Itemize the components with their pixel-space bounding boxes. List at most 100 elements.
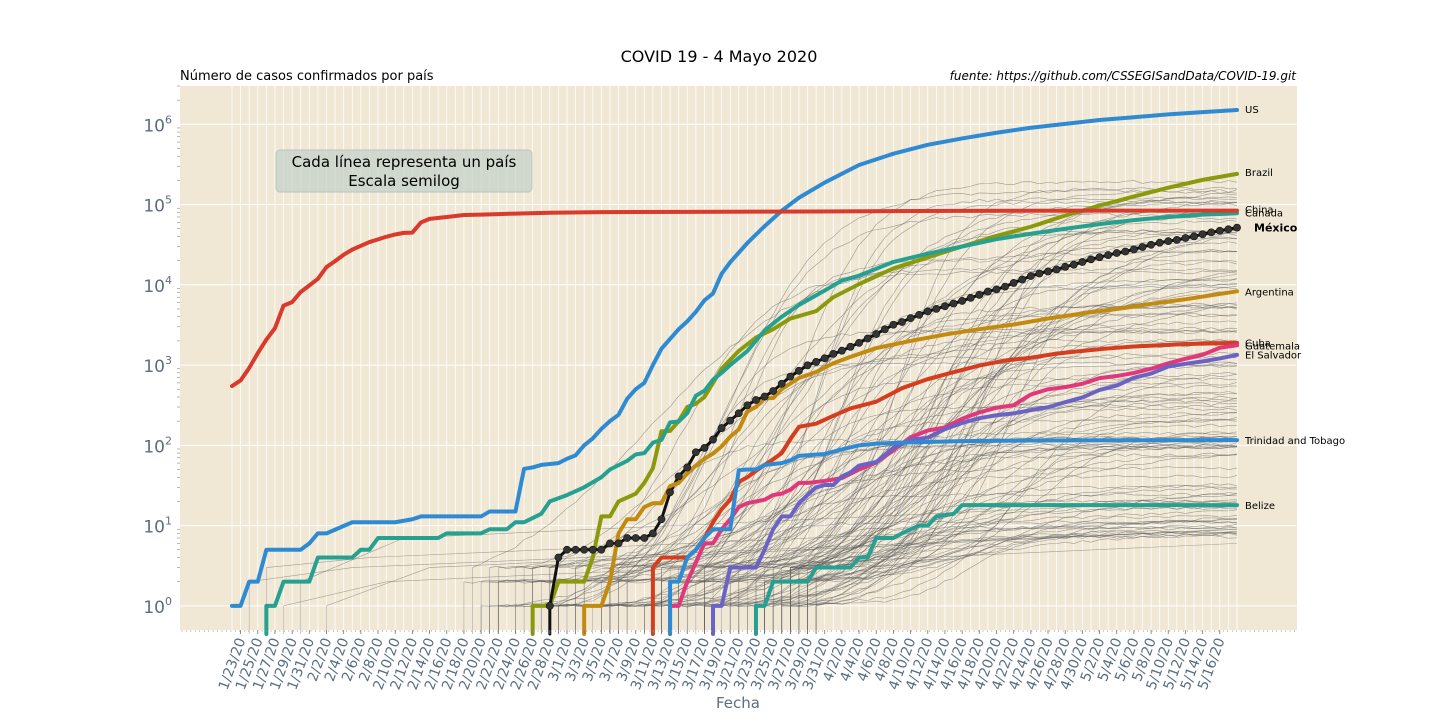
background-country-line xyxy=(704,233,1238,634)
series-line-méxico xyxy=(548,226,1239,636)
background-country-line xyxy=(300,499,1238,634)
x-axis: 1/23/201/25/201/27/201/29/201/31/202/2/2… xyxy=(181,630,1295,692)
mexico-marker xyxy=(803,361,812,370)
mexico-marker xyxy=(975,290,984,299)
mexico-marker xyxy=(915,310,924,319)
background-country-line xyxy=(326,528,1238,634)
mexico-marker xyxy=(734,409,743,418)
background-country-line xyxy=(815,483,1238,634)
series-label: Guatemala xyxy=(1245,342,1300,353)
background-country-line xyxy=(781,248,1238,634)
series-label: Argentina xyxy=(1245,287,1294,298)
y-tick-label: 103 xyxy=(143,354,172,377)
y-tick-label: 101 xyxy=(143,515,172,538)
background-country-line xyxy=(480,312,1238,634)
series-label: US xyxy=(1245,105,1259,116)
mexico-marker xyxy=(623,534,632,542)
x-axis-label: Fecha xyxy=(716,694,760,712)
mexico-marker xyxy=(966,293,975,302)
background-country-line xyxy=(738,196,1238,634)
background-country-line xyxy=(497,362,1238,634)
mexico-marker xyxy=(872,330,881,338)
mexico-marker xyxy=(588,545,597,554)
series-line-china xyxy=(230,208,1239,389)
mexico-marker xyxy=(752,396,760,404)
mexico-marker xyxy=(1207,228,1216,237)
mexico-marker xyxy=(820,354,829,363)
mexico-marker xyxy=(1215,226,1224,235)
background-country-line xyxy=(669,236,1238,634)
mexico-marker xyxy=(932,304,941,313)
series-label: Belize xyxy=(1245,501,1275,512)
mexico-marker xyxy=(1155,238,1164,247)
mexico-marker xyxy=(1138,243,1147,251)
series-line-canada xyxy=(264,211,1239,636)
mexico-marker xyxy=(606,539,614,548)
series-line-belize xyxy=(753,503,1239,636)
background-country-line xyxy=(497,466,1238,634)
background-country-line xyxy=(704,454,1238,634)
mexico-marker xyxy=(1104,251,1113,259)
mexico-marker xyxy=(829,349,838,358)
series-line-argentina xyxy=(582,289,1239,636)
background-country-line xyxy=(652,385,1238,634)
background-country-line xyxy=(661,313,1238,634)
background-country-line xyxy=(790,373,1238,634)
background-country-line xyxy=(712,250,1238,634)
background-country-line xyxy=(644,320,1238,634)
background-country-line xyxy=(532,442,1238,634)
mexico-marker xyxy=(1190,232,1198,241)
background-country-line xyxy=(678,338,1238,634)
background-country-line xyxy=(248,528,1238,634)
mexico-marker xyxy=(1061,262,1070,271)
mexico-marker xyxy=(1172,235,1181,244)
mexico-marker xyxy=(837,346,846,355)
series-line-el-salvador xyxy=(711,352,1239,636)
background-country-line xyxy=(644,228,1238,634)
mexico-marker xyxy=(846,342,855,351)
annotation-box: Cada línea representa un país Escala sem… xyxy=(275,149,533,193)
mexico-markers xyxy=(545,223,1241,610)
mexico-marker xyxy=(563,545,571,554)
background-country-line xyxy=(798,509,1238,634)
mexico-marker xyxy=(1130,245,1138,254)
background-country-line xyxy=(652,326,1238,634)
mexico-marker xyxy=(1078,258,1087,266)
mexico-marker xyxy=(571,545,580,554)
series-line-trinidad-and-tobago xyxy=(668,438,1239,636)
mexico-marker xyxy=(1009,279,1018,287)
mexico-marker xyxy=(1035,269,1044,278)
mexico-marker xyxy=(880,325,889,334)
series-label: Cuba xyxy=(1245,339,1271,350)
mexico-marker xyxy=(631,534,640,542)
background-country-line xyxy=(755,412,1238,634)
background-country-line xyxy=(523,201,1238,634)
mexico-marker xyxy=(700,443,709,452)
mexico-marker xyxy=(640,534,649,542)
series-label: Canada xyxy=(1245,208,1283,219)
mexico-marker xyxy=(674,472,683,481)
background-country-line xyxy=(738,486,1238,634)
mexico-marker xyxy=(1095,253,1104,262)
y-tick-label: 105 xyxy=(143,194,172,217)
series-label: Trinidad and Tobago xyxy=(1244,436,1345,447)
background-country-line xyxy=(661,445,1238,634)
background-country-line xyxy=(712,229,1238,634)
background-country-line xyxy=(781,531,1238,634)
chart-subtitle-right: fuente: https://github.com/CSSEGISandDat… xyxy=(950,69,1298,83)
mexico-marker xyxy=(657,515,666,524)
background-country-line xyxy=(695,382,1238,634)
background-country-line xyxy=(815,492,1238,634)
mexico-marker xyxy=(554,553,563,562)
mexico-marker xyxy=(1087,255,1095,264)
mexico-marker xyxy=(614,539,623,548)
background-country-line xyxy=(704,289,1238,634)
background-country-line xyxy=(575,270,1238,634)
y-tick-label: 104 xyxy=(143,274,172,297)
background-country-line xyxy=(772,304,1238,634)
mexico-marker xyxy=(1026,272,1035,280)
mexico-marker xyxy=(949,299,958,308)
mexico-marker xyxy=(786,372,795,381)
